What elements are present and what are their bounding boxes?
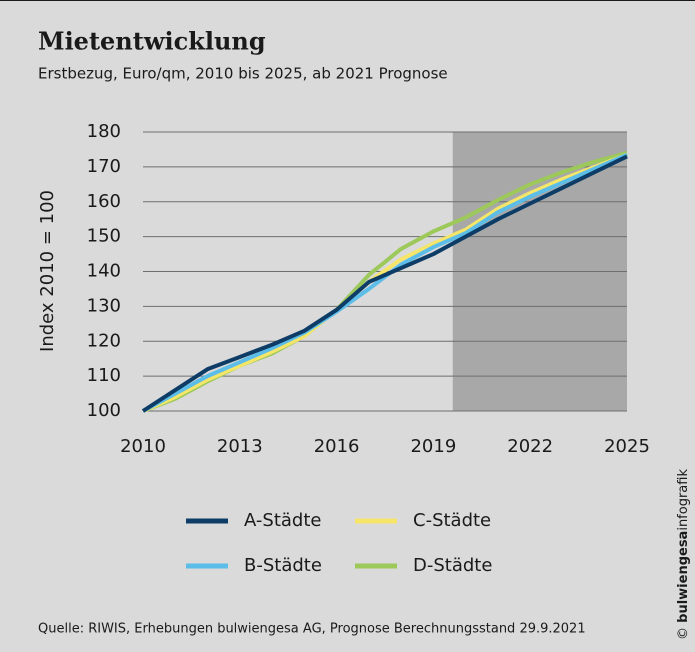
y-tick-label: 100 bbox=[87, 400, 121, 421]
credit-brand: bulwiengesa bbox=[676, 531, 691, 623]
x-tick-label: 2010 bbox=[120, 436, 166, 457]
y-tick-label: 180 bbox=[87, 121, 121, 142]
series-line bbox=[141, 154, 628, 413]
credit-symbol: © bbox=[676, 627, 691, 640]
y-tick-label: 160 bbox=[87, 191, 121, 212]
x-tick-label: 2022 bbox=[507, 436, 553, 457]
y-tick-label: 130 bbox=[87, 295, 121, 316]
legend-label: B-Städte bbox=[244, 555, 322, 576]
credit-suffix: infografik bbox=[676, 469, 691, 531]
y-tick-label: 170 bbox=[87, 156, 121, 177]
legend-label: A-Städte bbox=[244, 510, 321, 531]
y-tick-label: 120 bbox=[87, 330, 121, 351]
y-tick-label: 140 bbox=[87, 261, 121, 282]
series-line bbox=[142, 152, 628, 413]
chart-subtitle: Erstbezug, Euro/qm, 2010 bis 2025, ab 20… bbox=[38, 65, 448, 83]
chart-title: Mietentwicklung bbox=[38, 27, 266, 56]
y-tick-label: 150 bbox=[87, 226, 121, 247]
x-tick-label: 2016 bbox=[314, 436, 360, 457]
x-tick-label: 2025 bbox=[604, 436, 650, 457]
y-axis-label: Index 2010 = 100 bbox=[37, 190, 58, 352]
x-tick-label: 2013 bbox=[217, 436, 263, 457]
y-tick-label: 110 bbox=[87, 365, 121, 386]
credit: © bulwiengesainfografik bbox=[676, 469, 691, 640]
legend-label: D-Städte bbox=[413, 555, 492, 576]
x-tick-label: 2019 bbox=[410, 436, 456, 457]
legend-label: C-Städte bbox=[413, 510, 491, 531]
source: Quelle: RIWIS, Erhebungen bulwiengesa AG… bbox=[38, 622, 586, 637]
